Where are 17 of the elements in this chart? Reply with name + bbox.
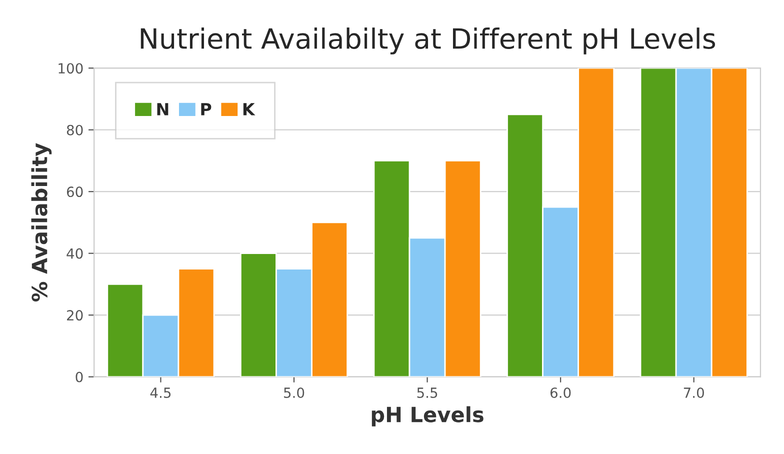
legend-label: P: [201, 103, 212, 116]
y-tick-label: 80: [66, 124, 83, 136]
y-axis-title: % Availability: [31, 143, 52, 302]
x-tick-label: 5.0: [284, 387, 304, 398]
x-tick-label: 6.0: [550, 387, 571, 398]
legend-label: N: [157, 103, 168, 116]
y-tick-label: 60: [66, 186, 83, 198]
y-tick-label: 20: [67, 310, 83, 321]
legend-label: K: [243, 103, 256, 116]
y-tick-label: 40: [66, 248, 83, 259]
x-tick-label: 7.0: [684, 387, 704, 398]
y-tick-label: 0: [76, 372, 83, 382]
x-axis-title: pH Levels: [372, 406, 484, 426]
chart-title: Nutrient Availabilty at Different pH Levels: [140, 28, 716, 54]
y-tick-label: 100: [58, 63, 83, 74]
x-tick-label: 4.5: [150, 388, 171, 398]
x-tick-label: 5.5: [417, 388, 438, 398]
